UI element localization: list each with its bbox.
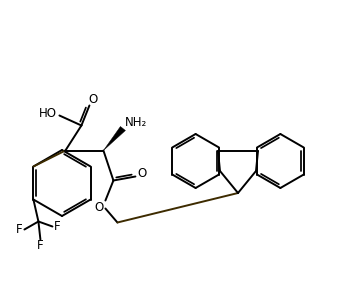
Text: F: F bbox=[16, 223, 23, 236]
Polygon shape bbox=[103, 126, 125, 151]
Text: NH₂: NH₂ bbox=[125, 116, 148, 129]
Text: HO: HO bbox=[38, 107, 57, 120]
Text: O: O bbox=[95, 201, 104, 214]
Text: F: F bbox=[37, 239, 44, 252]
Text: O: O bbox=[89, 93, 98, 106]
Text: F: F bbox=[54, 220, 61, 233]
Text: O: O bbox=[138, 167, 147, 180]
